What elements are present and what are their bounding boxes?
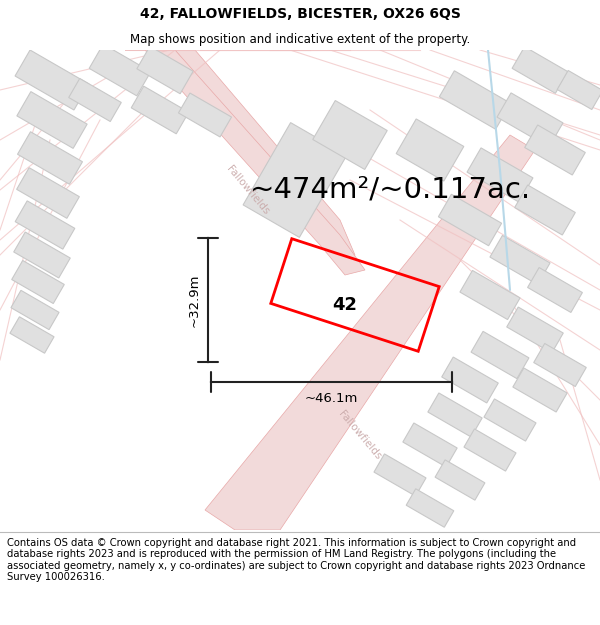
Polygon shape [467, 148, 533, 202]
Polygon shape [396, 119, 464, 181]
Text: ~474m²/~0.117ac.: ~474m²/~0.117ac. [250, 176, 530, 204]
Text: ~46.1m: ~46.1m [305, 392, 358, 406]
Polygon shape [313, 101, 387, 169]
Polygon shape [527, 268, 583, 312]
Polygon shape [471, 331, 529, 379]
Polygon shape [403, 423, 457, 467]
Polygon shape [435, 460, 485, 500]
Polygon shape [131, 86, 189, 134]
Polygon shape [464, 429, 516, 471]
Text: Map shows position and indicative extent of the property.: Map shows position and indicative extent… [130, 32, 470, 46]
Polygon shape [89, 44, 151, 96]
Polygon shape [460, 271, 520, 319]
Text: Contains OS data © Crown copyright and database right 2021. This information is : Contains OS data © Crown copyright and d… [7, 538, 586, 582]
Polygon shape [205, 135, 535, 530]
Polygon shape [439, 71, 511, 129]
Polygon shape [14, 232, 70, 278]
Polygon shape [125, 50, 365, 275]
Polygon shape [534, 344, 586, 386]
Polygon shape [513, 368, 567, 412]
Polygon shape [17, 132, 82, 184]
Polygon shape [512, 47, 568, 93]
Polygon shape [442, 357, 498, 403]
Polygon shape [12, 261, 64, 304]
Polygon shape [515, 185, 575, 235]
Polygon shape [439, 194, 502, 246]
Polygon shape [374, 454, 426, 496]
Text: ~32.9m: ~32.9m [187, 273, 200, 327]
Polygon shape [490, 236, 550, 284]
Polygon shape [15, 201, 75, 249]
Polygon shape [484, 399, 536, 441]
Polygon shape [497, 93, 563, 147]
Text: 42, FALLOWFIELDS, BICESTER, OX26 6QS: 42, FALLOWFIELDS, BICESTER, OX26 6QS [140, 7, 460, 21]
Text: 42: 42 [332, 296, 358, 314]
Polygon shape [507, 307, 563, 353]
Polygon shape [17, 168, 79, 218]
Polygon shape [17, 92, 87, 148]
Polygon shape [15, 50, 89, 110]
Polygon shape [137, 46, 193, 94]
Polygon shape [524, 125, 586, 175]
Polygon shape [243, 122, 347, 238]
Polygon shape [11, 291, 59, 329]
Polygon shape [150, 50, 355, 260]
Text: Fallowfields: Fallowfields [225, 164, 271, 216]
Polygon shape [10, 317, 54, 353]
Polygon shape [69, 79, 121, 121]
Polygon shape [406, 489, 454, 528]
Text: Fallowfields: Fallowfields [337, 409, 383, 461]
Polygon shape [428, 393, 482, 437]
Polygon shape [557, 71, 600, 109]
Polygon shape [178, 93, 232, 137]
